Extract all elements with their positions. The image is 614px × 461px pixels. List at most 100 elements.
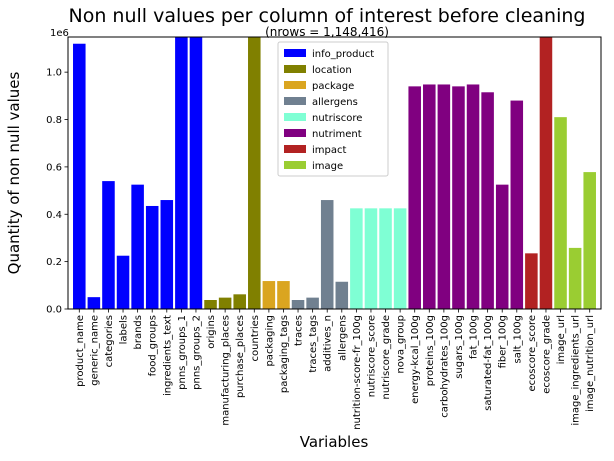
x-tick-label: nutriscore_grade — [381, 315, 392, 399]
bar-generic_name — [87, 297, 101, 309]
legend-box — [277, 41, 389, 177]
chart-subtitle: (nrows = 1,148,416) — [265, 25, 389, 39]
x-tick-label: proteins_100g — [425, 315, 436, 386]
bar-sugars_100g — [452, 86, 465, 309]
bar-fat_100g — [466, 84, 480, 309]
x-tick-label: salt_100g — [512, 315, 523, 363]
bar-packaging — [262, 281, 276, 309]
x-tick-label: nutriscore_score — [366, 315, 377, 397]
x-tick-label: packaging — [264, 315, 275, 367]
y-tick-label: 0.2 — [46, 257, 62, 268]
x-tick-label: packaging_tags — [279, 315, 290, 393]
bar-manufacturing_places — [218, 297, 232, 309]
x-tick-label: brands — [133, 315, 144, 349]
x-tick-label: product_name — [75, 315, 86, 387]
x-tick-label: nova_group — [396, 315, 407, 374]
y-axis-ticks: 0.0 0.2 0.4 0.6 0.8 1.0 — [46, 68, 68, 316]
y-tick-label: 0.0 — [46, 305, 62, 316]
x-tick-label: saturated-fat_100g — [483, 315, 494, 411]
x-tick-label: purchase_places — [235, 315, 246, 398]
legend-swatch-nutriscore — [284, 113, 306, 121]
bar-pnns_groups_2 — [189, 37, 203, 309]
bar-image_url — [554, 117, 567, 310]
bar-nutrition-score-fr_100g — [350, 208, 363, 309]
x-tick-label: energy-kcal_100g — [410, 315, 421, 404]
legend-swatch-allergens — [284, 97, 306, 105]
bar-saturated-fat_100g — [481, 92, 494, 309]
bar-nova_group — [393, 208, 407, 309]
bar-product_name — [73, 43, 86, 309]
bar-additives_n — [320, 200, 334, 309]
legend-label-image: image — [312, 161, 343, 172]
x-tick-label: traces_tags — [308, 315, 319, 373]
x-tick-label: generic_name — [89, 315, 100, 386]
bar-categories — [102, 181, 115, 309]
x-tick-label: manufacturing_places — [221, 315, 232, 426]
x-axis-ticks: product_name generic_name categories labels… — [75, 309, 596, 430]
bar-image_nutrition_url — [583, 172, 596, 309]
x-tick-label: image_nutrition_url — [585, 315, 596, 412]
legend-label-package: package — [312, 81, 354, 92]
legend-label-impact: impact — [312, 145, 346, 156]
legend-label-nutriscore: nutriscore — [312, 113, 362, 124]
x-axis-label: Variables — [300, 433, 369, 451]
y-axis-label: Quantity of non null values — [5, 71, 23, 274]
x-tick-label: traces — [294, 315, 305, 346]
x-tick-label: pnns_groups_2 — [191, 315, 202, 390]
x-tick-label: image_ingredients_url — [571, 315, 582, 426]
bar-salt_100g — [510, 100, 524, 309]
legend-swatch-impact — [284, 145, 306, 153]
bar-nutriscore_grade — [379, 208, 392, 309]
bar-traces_tags — [306, 297, 319, 309]
x-tick-label: additives_n — [323, 315, 334, 372]
bar-allergens — [335, 281, 349, 309]
x-tick-label: image_url — [556, 315, 567, 364]
bar-traces — [291, 300, 305, 309]
y-tick-label: 0.4 — [46, 210, 62, 221]
bar-image_ingredients_url — [568, 247, 582, 309]
chart-title: Non null values per column of interest b… — [69, 5, 586, 27]
bars-group — [73, 37, 596, 310]
x-tick-label: allergens — [337, 315, 348, 361]
x-tick-label: fiber_100g — [498, 315, 509, 368]
x-tick-label: pnns_groups_1 — [177, 315, 188, 390]
legend-swatch-image — [284, 161, 306, 169]
x-tick-label: nutrition-score-fr_100g — [352, 315, 363, 430]
bar-pnns_groups_1 — [175, 37, 188, 309]
bar-purchase_places — [233, 294, 246, 309]
legend-swatch-nutriment — [284, 129, 306, 137]
legend-swatch-info_product — [284, 49, 306, 57]
legend-swatch-location — [284, 65, 306, 73]
x-tick-label: labels — [119, 315, 130, 344]
bar-labels — [116, 255, 130, 309]
y-axis-multiplier: 1e6 — [50, 28, 69, 39]
bar-ecoscore_grade — [539, 37, 553, 309]
plot-frame — [67, 36, 602, 310]
y-tick-label: 1.0 — [46, 68, 62, 79]
bar-brands — [131, 184, 144, 309]
y-tick-label: 0.8 — [46, 115, 62, 126]
x-tick-label: sugars_100g — [454, 315, 465, 379]
bar-packaging_tags — [277, 281, 290, 309]
bar-proteins_100g — [423, 84, 436, 309]
bar-ingredients_text — [160, 200, 174, 309]
x-tick-label: food_groups — [148, 315, 159, 376]
legend-swatch-package — [284, 81, 306, 89]
x-tick-label: categories — [104, 315, 115, 367]
x-tick-label: fat_100g — [469, 315, 480, 359]
x-tick-label: origins — [206, 315, 217, 349]
legend-label-info_product: info_product — [312, 49, 374, 60]
bar-fiber_100g — [495, 184, 509, 309]
bar-origins — [204, 300, 217, 309]
x-tick-label: ecoscore_score — [527, 315, 538, 392]
x-tick-label: ingredients_text — [162, 315, 173, 396]
x-tick-label: countries — [250, 315, 261, 361]
bar-ecoscore_score — [525, 253, 538, 309]
bar-carbohydrates_100g — [437, 84, 451, 309]
y-tick-label: 0.6 — [46, 162, 62, 173]
legend-label-nutriment: nutriment — [312, 129, 362, 140]
bar-countries — [248, 37, 261, 309]
legend: info_product location package allergens nutr… — [277, 41, 389, 177]
x-tick-label: carbohydrates_100g — [439, 315, 450, 418]
